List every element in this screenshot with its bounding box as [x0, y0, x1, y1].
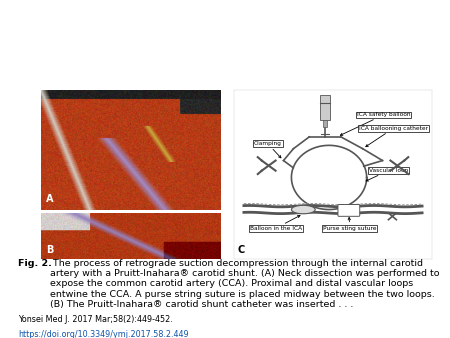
Text: Balloon in the ICA: Balloon in the ICA: [250, 216, 302, 231]
Text: The process of retrograde suction decompression through the internal carotid art: The process of retrograde suction decomp…: [50, 259, 439, 309]
Text: ICA safety balloon: ICA safety balloon: [340, 113, 410, 135]
Text: C: C: [238, 245, 245, 255]
Text: Vascular loop: Vascular loop: [366, 168, 408, 181]
Text: https://doi.org/10.3349/ymj.2017.58.2.449: https://doi.org/10.3349/ymj.2017.58.2.44…: [18, 330, 189, 338]
Text: ICA ballooning catheter: ICA ballooning catheter: [359, 126, 428, 147]
Text: Clamping: Clamping: [254, 141, 282, 158]
Bar: [323, 120, 327, 127]
Ellipse shape: [292, 206, 315, 214]
Text: A: A: [46, 194, 54, 203]
Text: Purse sting suture: Purse sting suture: [323, 217, 377, 231]
Bar: [320, 95, 330, 120]
Text: Fig. 2.: Fig. 2.: [18, 259, 52, 267]
Text: Yonsei Med J. 2017 Mar;58(2):449-452.: Yonsei Med J. 2017 Mar;58(2):449-452.: [18, 315, 173, 324]
FancyBboxPatch shape: [338, 204, 360, 216]
Text: B: B: [46, 245, 53, 255]
